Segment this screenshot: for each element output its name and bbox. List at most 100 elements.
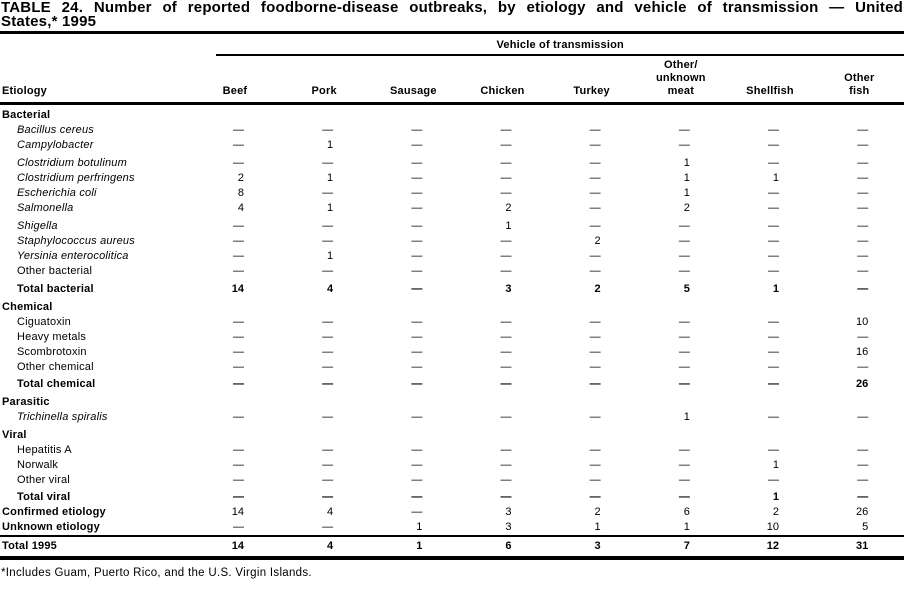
row-label: Trichinella spiralis — [17, 411, 108, 423]
cell-turkey: 1 — [594, 521, 601, 533]
cell-turkey: — — [589, 172, 601, 184]
cell-sausage: — — [411, 474, 423, 486]
cell-other-unknown-meat: — — [678, 220, 690, 232]
cell-beef: — — [232, 250, 244, 262]
cell-pork: — — [322, 124, 334, 136]
cell-other-fish — [815, 392, 904, 410]
column-header-sausage: Sausage — [368, 56, 458, 105]
table-row-total-bacterial: Total bacterial 14 4 — 3 2 5 1 — — [0, 279, 904, 297]
cell-other-unknown-meat: 2 — [683, 202, 690, 214]
row-label: Staphylococcus aureus — [17, 235, 135, 247]
cell-turkey: 2 — [594, 506, 601, 518]
cell-turkey: — — [589, 361, 601, 373]
cell-turkey: — — [589, 491, 601, 503]
cell-shellfish: 1 — [772, 459, 779, 471]
spanner-cell: Vehicle of transmission — [190, 34, 904, 56]
cell-chicken: — — [500, 124, 512, 136]
cell-sausage: — — [411, 331, 423, 343]
row-label: Other chemical — [17, 361, 94, 373]
cell-other-fish — [815, 425, 904, 443]
column-header-other-fish: Other fish — [814, 56, 904, 105]
cell-turkey: — — [589, 411, 601, 423]
cell-sausage: — — [411, 250, 423, 262]
cell-beef: 14 — [190, 535, 280, 560]
cell-turkey: — — [589, 331, 601, 343]
cell-shellfish — [725, 425, 814, 443]
row-label: Total viral — [17, 491, 71, 503]
cell-other-fish: — — [857, 139, 869, 151]
table-row-salmonella: Salmonella 4 1 — 2 — 2 — — — [0, 201, 904, 216]
cell-other-fish: — — [857, 459, 869, 471]
cell-turkey: — — [589, 124, 601, 136]
cell-turkey — [547, 425, 636, 443]
row-label: Total 1995 — [0, 535, 191, 560]
cell-turkey: 3 — [547, 535, 637, 560]
row-label: Total chemical — [17, 378, 96, 390]
cell-pork — [280, 392, 369, 410]
cell-pork: 1 — [327, 139, 334, 151]
cell-turkey: 2 — [594, 235, 601, 247]
cell-other-fish: — — [857, 172, 869, 184]
cell-chicken: — — [500, 235, 512, 247]
table-row-hepatitis-a: Hepatitis A — — — — — — — — — [0, 443, 904, 458]
cell-other-fish: — — [857, 444, 869, 456]
mmwr-table-page: TABLE 24. Number of reported foodborne-d… — [0, 0, 904, 579]
cell-other-unknown-meat: 1 — [683, 187, 690, 199]
cell-other-unknown-meat: — — [678, 250, 690, 262]
cell-chicken: — — [500, 157, 512, 169]
table-title-line2: States,* 1995 — [1, 13, 97, 30]
table-row-heavy-metals: Heavy metals — — — — — — — — — [0, 330, 904, 345]
cell-turkey: — — [589, 157, 601, 169]
cell-other-unknown-meat: — — [678, 316, 690, 328]
cell-pork: — — [322, 157, 334, 169]
cell-other-fish: — — [857, 124, 869, 136]
cell-shellfish: — — [768, 157, 779, 169]
cell-sausage: — — [411, 378, 423, 390]
cell-other-fish: — — [857, 250, 869, 262]
cell-other-unknown-meat: — — [678, 139, 690, 151]
column-header-turkey: Turkey — [547, 56, 637, 105]
table-row-viral: Viral — [0, 425, 904, 443]
cell-shellfish — [725, 392, 814, 410]
cell-shellfish: — — [768, 265, 779, 277]
row-label: Escherichia coli — [17, 187, 97, 199]
cell-shellfish: — — [768, 331, 779, 343]
cell-pork: — — [322, 521, 334, 533]
cell-beef: — — [232, 491, 244, 503]
cell-turkey: — — [589, 187, 601, 199]
cell-chicken: — — [500, 316, 512, 328]
cell-beef — [190, 425, 279, 443]
cell-pork: 1 — [327, 202, 334, 214]
table-row-confirmed-etiology: Confirmed etiology 14 4—3 2 6 2 26 — [0, 505, 904, 520]
cell-pork: — — [322, 444, 334, 456]
row-label: Confirmed etiology — [2, 506, 106, 518]
cell-pork: — — [322, 265, 334, 277]
row-label: Bacillus cereus — [17, 124, 94, 136]
column-header-shellfish: Shellfish — [725, 56, 815, 105]
table-row-total-viral: Total viral — — — — — — 1 — — [0, 488, 904, 505]
row-label: Ciguatoxin — [17, 316, 71, 328]
cell-sausage: — — [411, 316, 423, 328]
cell-shellfish: — — [768, 124, 779, 136]
cell-other-fish — [815, 297, 904, 315]
cell-other-unknown-meat: — — [678, 444, 690, 456]
cell-other-unknown-meat — [636, 297, 725, 315]
cell-other-fish: 5 — [862, 521, 869, 533]
cell-sausage: — — [411, 157, 423, 169]
cell-pork: 4 — [327, 283, 334, 295]
cell-shellfish: — — [768, 187, 779, 199]
cell-chicken: 2 — [505, 202, 512, 214]
cell-other-unknown-meat: — — [678, 265, 690, 277]
cell-other-unknown-meat — [636, 392, 725, 410]
cell-beef: — — [232, 361, 244, 373]
cell-beef: — — [232, 331, 244, 343]
row-label: Yersinia enterocolitica — [17, 250, 129, 262]
table-row-escherichia-coli: Escherichia coli 8 — — — — 1 — — — [0, 186, 904, 201]
cell-other-fish: — — [857, 474, 869, 486]
cell-turkey: — — [589, 202, 601, 214]
cell-sausage: — — [411, 444, 423, 456]
cell-other-unknown-meat: — — [678, 459, 690, 471]
cell-pork — [280, 104, 369, 124]
cell-turkey — [547, 104, 636, 124]
cell-turkey: — — [589, 250, 601, 262]
